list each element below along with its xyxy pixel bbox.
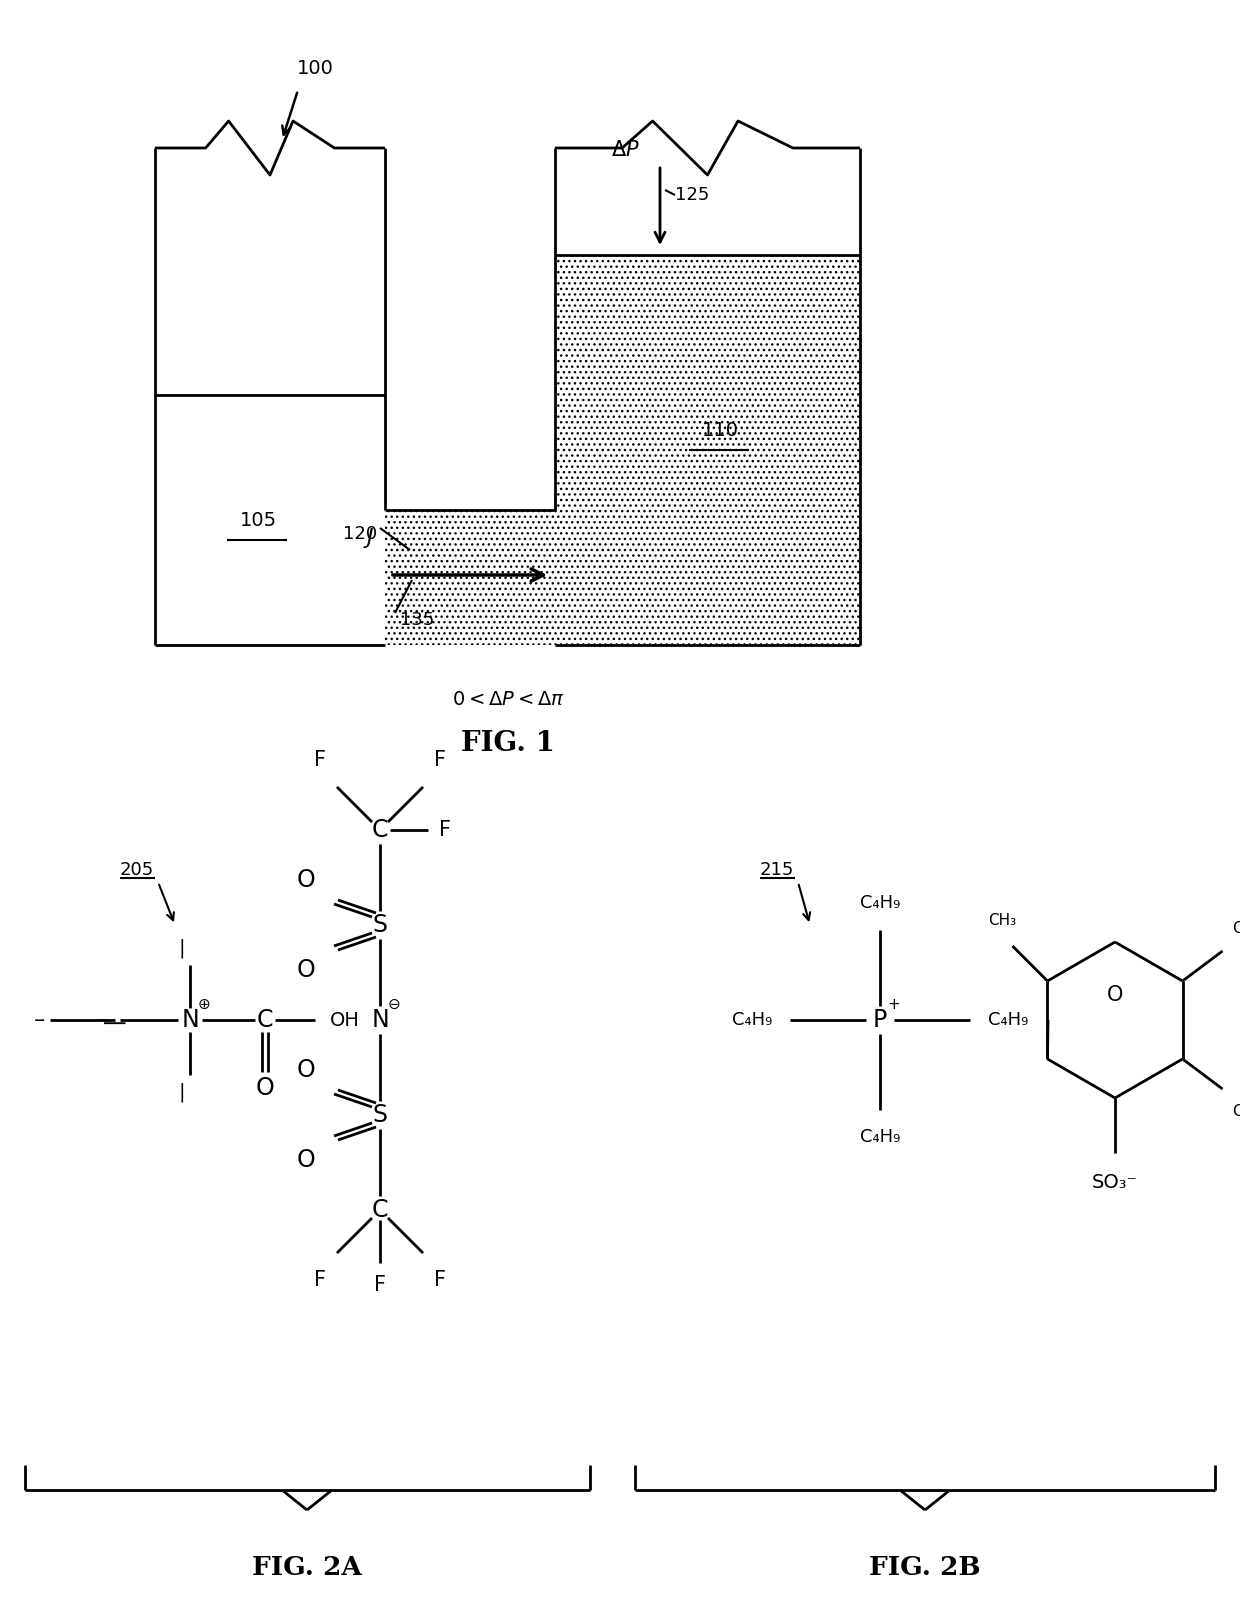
Text: O: O bbox=[296, 867, 315, 891]
Text: S: S bbox=[372, 912, 387, 936]
Bar bbox=[556, 254, 861, 645]
Text: –: – bbox=[33, 1010, 45, 1030]
Text: CH₃: CH₃ bbox=[1233, 1104, 1240, 1118]
Text: SO₃⁻: SO₃⁻ bbox=[1092, 1173, 1138, 1192]
Text: 205: 205 bbox=[120, 861, 154, 879]
Text: S: S bbox=[372, 1104, 387, 1126]
Text: 100: 100 bbox=[296, 58, 334, 77]
Bar bbox=[384, 510, 556, 645]
Text: $\it{0 < \Delta P < \Delta\pi}$: $\it{0 < \Delta P < \Delta\pi}$ bbox=[451, 690, 564, 710]
Text: C: C bbox=[257, 1007, 273, 1031]
Text: |: | bbox=[179, 938, 185, 957]
Text: F: F bbox=[374, 1274, 386, 1295]
Text: F: F bbox=[314, 750, 326, 771]
Text: FIG. 2B: FIG. 2B bbox=[869, 1554, 981, 1580]
Text: F: F bbox=[434, 750, 446, 771]
Text: F: F bbox=[439, 821, 451, 840]
Text: FIG. 2A: FIG. 2A bbox=[252, 1554, 362, 1580]
Text: O: O bbox=[255, 1076, 274, 1101]
Text: ⊕: ⊕ bbox=[197, 996, 211, 1012]
Text: 215: 215 bbox=[760, 861, 795, 879]
Text: ⊖: ⊖ bbox=[388, 996, 401, 1012]
Text: |: | bbox=[102, 1017, 123, 1023]
Text: +: + bbox=[888, 996, 900, 1012]
Text: $\it{J}$: $\it{J}$ bbox=[363, 526, 374, 550]
Text: 110: 110 bbox=[702, 420, 739, 439]
Text: 125: 125 bbox=[675, 187, 709, 204]
Text: $\it{\Delta P}$: $\it{\Delta P}$ bbox=[611, 140, 640, 159]
Text: CH₃: CH₃ bbox=[1233, 920, 1240, 936]
Text: C₄H₉: C₄H₉ bbox=[859, 895, 900, 912]
Text: |: | bbox=[179, 1083, 185, 1102]
Text: C₄H₉: C₄H₉ bbox=[988, 1010, 1028, 1030]
Text: C₄H₉: C₄H₉ bbox=[732, 1010, 773, 1030]
Text: CH₃: CH₃ bbox=[988, 912, 1017, 928]
Text: –: – bbox=[97, 1010, 108, 1030]
Text: FIG. 1: FIG. 1 bbox=[461, 730, 556, 756]
Text: C: C bbox=[372, 817, 388, 842]
Text: P: P bbox=[873, 1007, 887, 1031]
Text: O: O bbox=[296, 1147, 315, 1171]
Text: O: O bbox=[296, 1059, 315, 1081]
Text: N: N bbox=[181, 1007, 198, 1031]
Text: C₄H₉: C₄H₉ bbox=[859, 1128, 900, 1146]
Text: 105: 105 bbox=[239, 510, 277, 529]
Text: O: O bbox=[296, 957, 315, 981]
Text: 135: 135 bbox=[401, 611, 434, 629]
Text: F: F bbox=[434, 1270, 446, 1290]
Text: F: F bbox=[314, 1270, 326, 1290]
Text: OH: OH bbox=[330, 1010, 360, 1030]
Text: 120: 120 bbox=[343, 525, 377, 542]
Text: N: N bbox=[371, 1007, 389, 1031]
Text: C: C bbox=[372, 1199, 388, 1221]
Text: O: O bbox=[1107, 985, 1123, 1006]
